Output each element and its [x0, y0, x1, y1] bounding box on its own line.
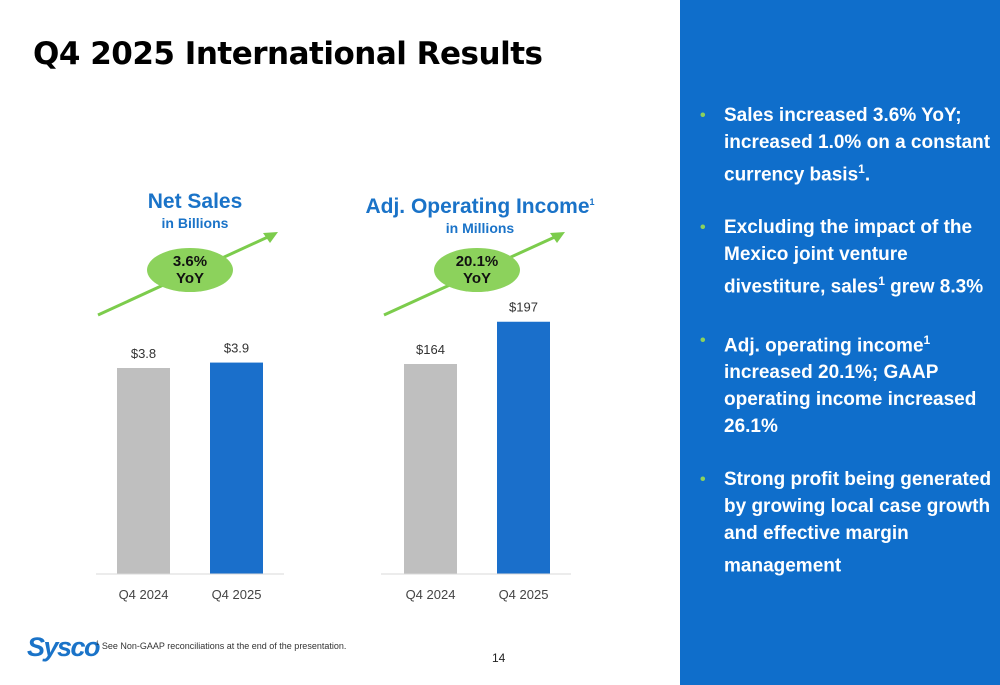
operating-income-yoy-label: YoY [462, 270, 492, 287]
page-number: 14 [492, 651, 506, 665]
bullet-item: • Excluding the impact of the Mexico join… [700, 214, 992, 300]
net-sales-category-label: Q4 2025 [212, 587, 262, 602]
bullet-text-tail: increased 20.1%; GAAP operating income i… [724, 361, 977, 437]
net-sales-category-label: Q4 2024 [119, 587, 169, 602]
operating-income-chart-title: Adj. Operating Income1 in Millions [355, 190, 605, 237]
net-sales-bar [210, 362, 263, 574]
bullet-item: • Sales increased 3.6% YoY; increased 1.0… [700, 102, 992, 188]
bullet-text: Strong profit being generated by growing… [724, 468, 992, 577]
operating-income-title-row: Adj. Operating Income1 [355, 190, 605, 219]
net-sales-yoy-badge: 3.6% YoY [147, 248, 233, 292]
bullet-text-tail: grew 8.3% [884, 276, 984, 298]
operating-income-category-label: Q4 2024 [406, 587, 456, 602]
bullet-superscript: 1 [923, 332, 931, 347]
footnote-text: See Non-GAAP reconciliations at the end … [101, 641, 347, 651]
page-title: Q4 2025 International Results [33, 36, 543, 72]
bullet-dot-icon: • [700, 331, 706, 349]
bullet-item: • Adj. operating income1 increased 20.1%;… [700, 327, 992, 440]
bar-charts: $3.8 Q4 2024 $3.9 Q4 2025 $164 Q4 2024 $197 Q4 … [96, 232, 571, 602]
bullet-dot-icon: • [700, 107, 706, 124]
operating-income-data-label: $164 [416, 342, 445, 357]
bullet-item: • Strong profit being generated by growin… [700, 466, 992, 579]
bullet-text-tail: . [864, 164, 871, 186]
operating-income-bar [497, 321, 550, 574]
bullet-text: Adj. operating income [724, 334, 924, 356]
operating-income-yoy-badge: 20.1% YoY [434, 248, 520, 292]
bullet-superscript: 1 [858, 162, 865, 176]
operating-income-data-label: $197 [509, 300, 538, 315]
operating-income-arrow-head-icon [550, 232, 565, 243]
operating-income-yoy-percent: 20.1% [455, 253, 499, 270]
operating-income-subtitle: in Millions [445, 220, 515, 236]
footnote-marker: 1 [96, 641, 100, 647]
bullet-superscript: 1 [878, 274, 885, 289]
charts-area: $3.8 Q4 2024 $3.9 Q4 2025 $164 Q4 2024 $197 Q4 … [96, 190, 605, 602]
bullet-dot-icon: • [700, 219, 706, 237]
operating-income-category-label: Q4 2025 [499, 587, 549, 602]
net-sales-chart-title: Net Sales in Billions [100, 190, 290, 232]
bullet-text: Excluding the impact of the Mexico joint… [724, 217, 973, 298]
operating-income-bar [404, 364, 457, 574]
operating-income-title: Adj. Operating Income [365, 195, 590, 218]
operating-income-title-superscript: 1 [589, 197, 595, 207]
footnote: 1 See Non-GAAP reconciliations at the en… [96, 641, 346, 651]
net-sales-arrow-head-icon [263, 232, 278, 243]
sysco-logo: Sysco [27, 632, 101, 662]
bullet-text: Sales increased 3.6% YoY; increased 1.0%… [724, 105, 991, 186]
net-sales-bar [117, 368, 170, 574]
net-sales-data-label: $3.9 [224, 341, 249, 356]
net-sales-yoy-label: YoY [175, 270, 205, 287]
net-sales-title: Net Sales [147, 190, 243, 213]
net-sales-subtitle: in Billions [161, 215, 229, 231]
net-sales-yoy-percent: 3.6% [172, 253, 208, 270]
highlights-list: • Sales increased 3.6% YoY; increased 1.0… [700, 102, 992, 605]
highlights-panel: • Sales increased 3.6% YoY; increased 1.0… [680, 0, 1000, 685]
net-sales-data-label: $3.8 [131, 346, 156, 361]
bullet-dot-icon: • [700, 470, 706, 488]
